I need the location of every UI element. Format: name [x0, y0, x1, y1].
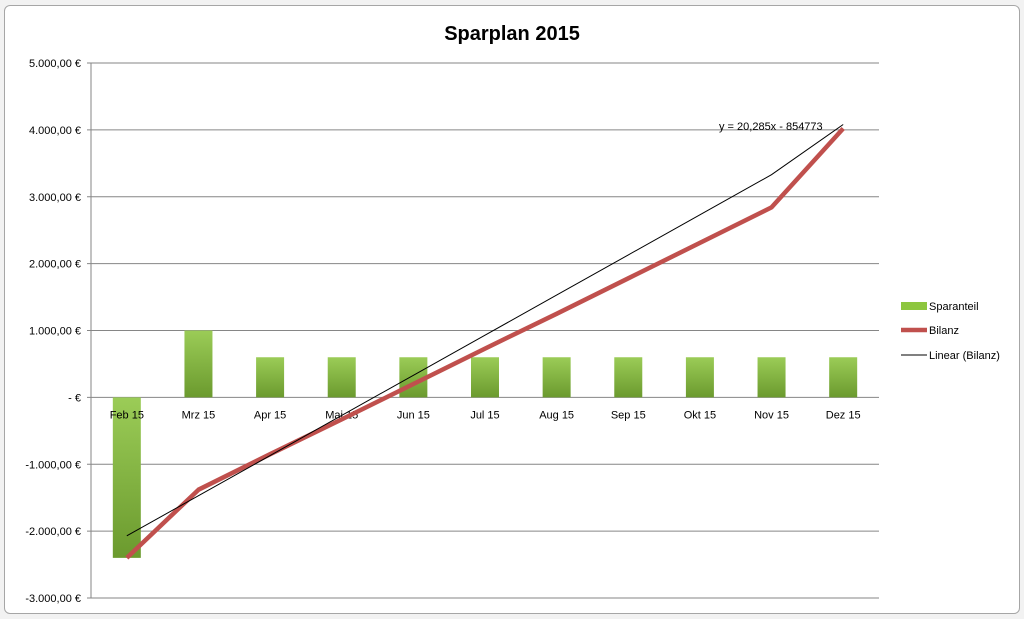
x-tick-label: Dez 15 — [826, 409, 861, 421]
x-tick-label: Mrz 15 — [182, 409, 216, 421]
x-tick-label: Okt 15 — [684, 409, 716, 421]
legend-label: Sparanteil — [929, 301, 979, 313]
legend-swatch-sparanteil — [901, 302, 927, 310]
x-tick-label: Jul 15 — [470, 409, 499, 421]
y-tick-label: -2.000,00 € — [25, 526, 81, 538]
x-axis-labels: Feb 15 Mrz 15 Apr 15 Mai 15 Jun 15 Jul 15 Aug … — [110, 409, 861, 421]
bar-series-sparanteil[interactable] — [112, 330, 858, 558]
bar-sparanteil[interactable] — [614, 357, 643, 398]
x-tick-label: Feb 15 — [110, 409, 144, 421]
y-tick-label: 1.000,00 € — [29, 326, 81, 338]
legend-label: Bilanz — [929, 325, 959, 337]
line-series[interactable] — [125, 124, 845, 560]
bar-sparanteil[interactable] — [757, 357, 786, 398]
legend[interactable]: Sparanteil Bilanz Linear (Bilanz) — [901, 301, 1000, 362]
bar-sparanteil[interactable] — [256, 357, 285, 398]
x-tick-label: Apr 15 — [254, 409, 286, 421]
x-tick-label: Aug 15 — [539, 409, 574, 421]
y-tick-label: -1.000,00 € — [25, 459, 81, 471]
line-trend-linear-bilanz[interactable] — [126, 124, 844, 537]
x-tick-label: Sep 15 — [611, 409, 646, 421]
bar-sparanteil[interactable] — [184, 330, 213, 398]
y-tick-label: 3.000,00 € — [29, 192, 81, 204]
y-tick-label: 2.000,00 € — [29, 259, 81, 271]
trendline-equation: y = 20,285x - 854773 — [719, 121, 823, 133]
y-tick-label: 4.000,00 € — [29, 125, 81, 137]
y-axis-labels: 5.000,00 € 4.000,00 € 3.000,00 € 2.000,00 €… — [25, 58, 81, 605]
bar-sparanteil[interactable] — [685, 357, 714, 398]
y-tick-label: -3.000,00 € — [25, 593, 81, 605]
bar-sparanteil[interactable] — [112, 397, 141, 558]
legend-label: Linear (Bilanz) — [929, 350, 1000, 362]
bar-sparanteil[interactable] — [542, 357, 571, 398]
y-tick-label: - € — [68, 392, 81, 404]
chart-svg: Sparplan 2015 5.000,00 € 4.000,00 € 3.000,… — [25, 23, 1000, 605]
x-tick-label: Jun 15 — [397, 409, 430, 421]
line-bilanz[interactable] — [125, 126, 845, 560]
bar-sparanteil[interactable] — [471, 357, 499, 398]
bar-sparanteil[interactable] — [829, 357, 858, 398]
chart-title: Sparplan 2015 — [444, 23, 580, 45]
chart-area[interactable]: Sparplan 2015 5.000,00 € 4.000,00 € 3.000,… — [4, 5, 1020, 614]
y-tick-label: 5.000,00 € — [29, 58, 81, 70]
x-tick-label: Nov 15 — [754, 409, 789, 421]
bar-sparanteil[interactable] — [327, 357, 356, 398]
gridlines — [87, 62, 879, 599]
